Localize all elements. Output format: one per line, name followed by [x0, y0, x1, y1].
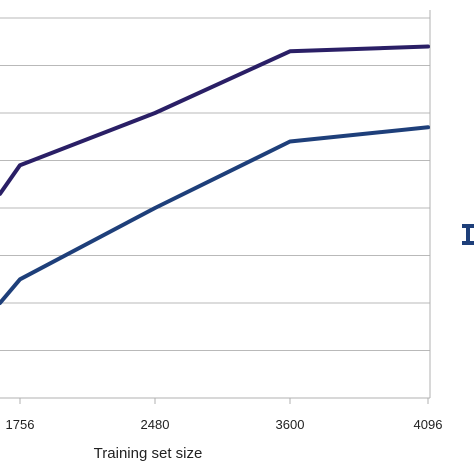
- x-tick-label: 1756: [6, 417, 35, 432]
- legend-fragment: [462, 224, 474, 245]
- axes: [0, 10, 431, 404]
- x-tick-labels: 1756 2480 3600 4096: [6, 417, 443, 432]
- x-tick-label: 3600: [276, 417, 305, 432]
- legend-marker: [462, 241, 474, 245]
- gridlines: [0, 17, 430, 351]
- x-axis-title: Training set size: [94, 445, 203, 462]
- series-lines: [0, 44, 430, 305]
- legend-marker: [466, 228, 470, 241]
- series-line-2: [0, 125, 430, 305]
- x-tick-label: 2480: [141, 417, 170, 432]
- legend-marker: [462, 224, 474, 228]
- series-line-1: [0, 44, 430, 196]
- x-tick-label: 4096: [414, 417, 443, 432]
